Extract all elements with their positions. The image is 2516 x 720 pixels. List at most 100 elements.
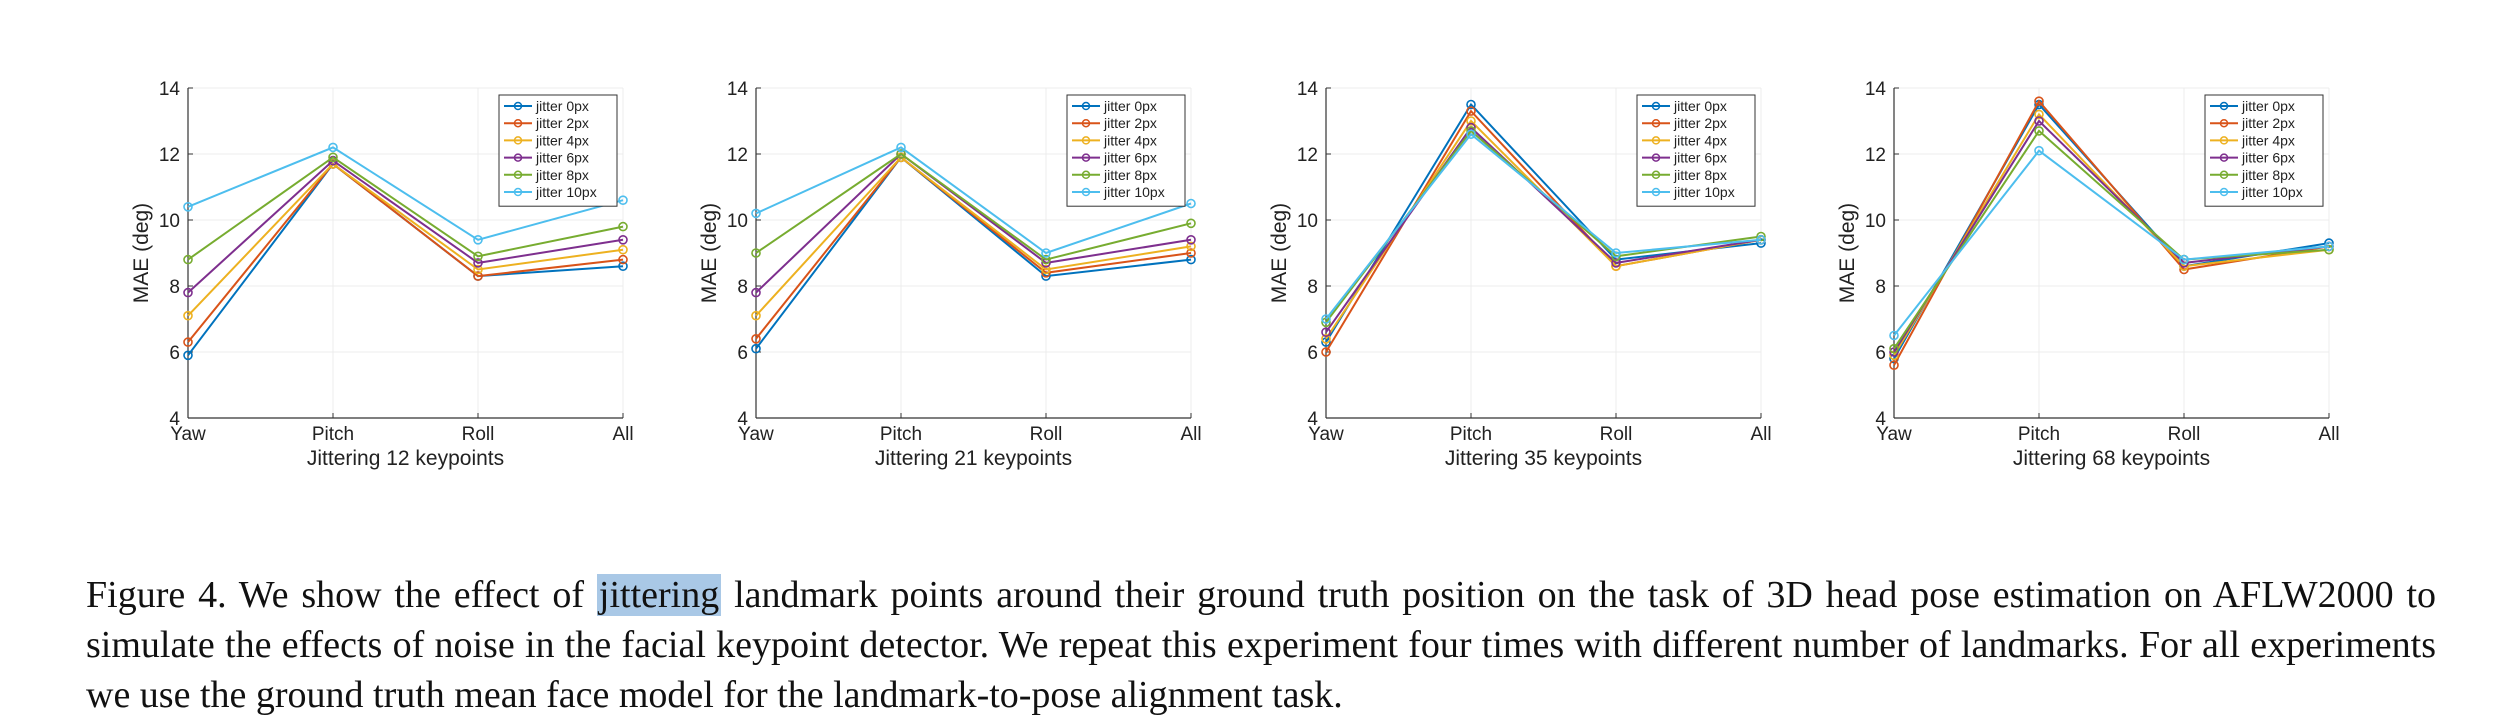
legend-swatch-marker (513, 101, 523, 111)
y-axis-label: MAE (deg) (130, 203, 153, 303)
legend-entry: jitter 4px (1673, 132, 1727, 148)
caption-text-start: Figure 4. We show the effect of (86, 574, 597, 616)
y-tick-label: 6 (1875, 343, 1886, 364)
series-line (187, 162, 624, 343)
series-line (1893, 149, 2330, 337)
data-point (1321, 327, 1331, 338)
data-point (751, 287, 761, 298)
data-point (183, 254, 193, 265)
data-point (2034, 116, 2044, 126)
series-line (755, 146, 1192, 255)
data-point (1611, 258, 1621, 268)
data-point (751, 248, 761, 258)
legend-entry: jitter 10px (1673, 184, 1735, 200)
y-tick-label: 6 (737, 343, 748, 364)
data-point (618, 235, 628, 245)
data-point (183, 337, 193, 347)
legend-swatch-marker (2219, 170, 2229, 180)
data-point (2034, 126, 2044, 136)
figure-caption: Figure 4. We show the effect of jitterin… (86, 570, 2436, 720)
y-tick-label: 14 (159, 79, 181, 100)
legend-entry: jitter 10px (2241, 184, 2303, 200)
data-point (183, 202, 193, 212)
legend-entry: jitter 6px (2241, 150, 2295, 166)
legend-swatch-marker (2219, 136, 2229, 145)
data-point (1041, 264, 1051, 275)
x-tick-label: Pitch (880, 424, 922, 445)
data-point (1321, 314, 1331, 324)
y-tick-label: 6 (1307, 343, 1318, 364)
legend-entry: jitter 8px (535, 167, 589, 183)
data-point (751, 333, 761, 344)
x-tick-label: Pitch (1450, 424, 1492, 445)
legend-entry: jitter 0px (535, 98, 589, 114)
legend-entry: jitter 2px (2241, 115, 2295, 131)
data-point (2324, 244, 2334, 255)
y-axis-label: MAE (deg) (1836, 203, 1859, 303)
legend-box (2204, 94, 2324, 207)
legend-entry: jitter 6px (1673, 150, 1727, 166)
legend-entry: jitter 2px (535, 115, 589, 131)
legend-entry: jitter 8px (2241, 167, 2295, 183)
data-point (1186, 248, 1196, 258)
x-tick-label: All (1180, 424, 1201, 445)
data-point (1041, 248, 1051, 258)
x-tick-label: Roll (462, 424, 495, 445)
y-tick-label: 12 (727, 145, 748, 166)
data-point (473, 235, 483, 245)
x-tick-label: All (2318, 424, 2339, 445)
legend-entry: jitter 2px (1103, 115, 1157, 131)
data-point (1186, 198, 1196, 209)
caption-highlight: jittering (596, 574, 722, 616)
legend-entry: jitter 6px (1103, 150, 1157, 166)
data-point (751, 343, 761, 354)
data-point (618, 221, 628, 232)
legend-entry: jitter 10px (1103, 184, 1165, 200)
data-point (183, 310, 193, 321)
y-tick-label: 6 (169, 343, 180, 364)
y-tick-label: 14 (1297, 79, 1319, 100)
data-point (1466, 116, 1476, 126)
y-tick-label: 4 (169, 409, 180, 430)
data-point (473, 264, 483, 275)
series-line (755, 155, 1192, 340)
legend-swatch-marker (513, 153, 523, 162)
data-point (328, 142, 338, 153)
y-tick-label: 10 (727, 211, 748, 232)
data-point (1466, 129, 1476, 139)
data-point (618, 261, 628, 272)
legend-entry: jitter 0px (1673, 98, 1727, 114)
data-point (751, 208, 761, 219)
y-tick-label: 10 (1865, 211, 1886, 232)
data-point (751, 310, 761, 321)
series-line (187, 156, 624, 261)
series-line (1893, 129, 2330, 350)
legend-entry: jitter 4px (1103, 132, 1157, 148)
data-point (1466, 99, 1476, 110)
x-tick-label: Yaw (1876, 424, 1912, 445)
caption-text-end: landmark points around their ground trut… (86, 574, 2436, 716)
data-point (1186, 218, 1196, 229)
legend-swatch-marker (513, 170, 523, 180)
legend-swatch-marker (2219, 118, 2229, 128)
data-point (1889, 360, 1899, 371)
y-tick-label: 14 (727, 79, 749, 100)
legend-swatch-marker (1651, 170, 1661, 180)
y-tick-label: 8 (1307, 277, 1318, 298)
legend-swatch-marker (513, 118, 523, 128)
data-point (2034, 96, 2044, 106)
series-line (755, 155, 1192, 350)
legend-swatch-marker (1081, 118, 1091, 128)
data-point (2324, 241, 2334, 252)
x-tick-label: Roll (1600, 424, 1633, 445)
x-tick-label: Yaw (170, 424, 206, 445)
legend-entry: jitter 4px (535, 132, 589, 148)
legend-box (1066, 94, 1186, 207)
data-point (1186, 235, 1196, 245)
data-point (896, 149, 906, 159)
figure-charts: 4 6 8 10 12 14 Yaw Pitch Roll All Jittering 12 key… (130, 79, 2340, 470)
data-point (1186, 241, 1196, 252)
